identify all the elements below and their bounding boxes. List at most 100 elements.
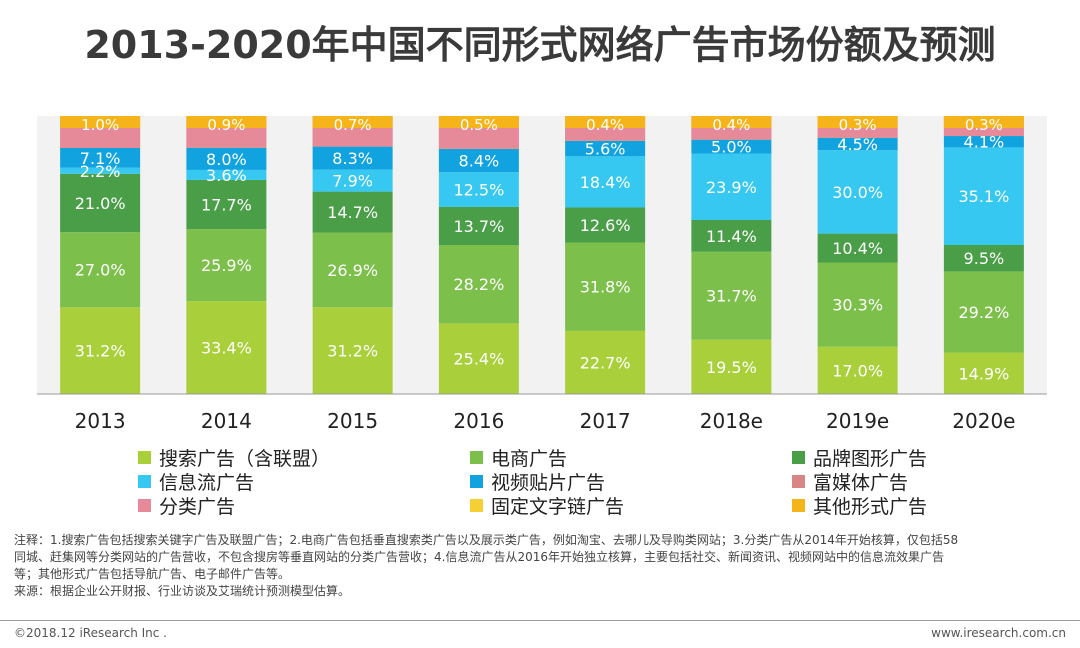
data-label: 0.3%: [839, 116, 877, 134]
bar-segment-other: [691, 116, 772, 128]
legend-item: 分类广告: [138, 492, 235, 519]
x-tick-label: 2017: [580, 409, 631, 433]
data-label: 30.0%: [832, 183, 883, 202]
bar-segment-minor: [312, 128, 393, 147]
bar-segment-minor: [691, 128, 772, 140]
bar-segment: [186, 169, 267, 180]
data-label: 1.0%: [81, 116, 119, 134]
bar-segment: [691, 139, 772, 154]
legend-item: 富媒体广告: [792, 468, 908, 495]
legend-label: 分类广告: [159, 496, 236, 518]
bar-segment-other: [186, 116, 267, 128]
bar-segment: [438, 244, 519, 324]
data-label: 9.5%: [964, 249, 1005, 268]
legend-item: 电商广告: [470, 444, 567, 471]
bar-segment-minor: [438, 128, 519, 149]
data-label: 10.4%: [832, 239, 883, 258]
bar-segment: [438, 172, 519, 207]
data-label: 33.4%: [201, 339, 252, 358]
legend-swatch: [138, 475, 151, 488]
legend-label: 信息流广告: [159, 472, 255, 494]
bar-segment-minor: [943, 128, 1024, 137]
data-label: 35.1%: [958, 187, 1009, 206]
legend-item: 其他形式广告: [792, 492, 927, 519]
bar-segment: [60, 307, 141, 394]
legend-label: 电商广告: [491, 448, 568, 470]
data-label: 0.7%: [334, 116, 372, 134]
legend-swatch: [470, 475, 483, 488]
data-label: 7.1%: [80, 149, 121, 168]
data-label: 29.2%: [958, 303, 1009, 322]
legend-swatch: [138, 451, 151, 464]
bar-segment: [817, 233, 898, 263]
footer-copyright: ©2018.12 iResearch Inc .: [14, 626, 167, 640]
bar-segment: [186, 147, 267, 170]
bar-segment: [565, 156, 646, 208]
data-label: 2.2%: [80, 162, 121, 181]
data-label: 22.7%: [580, 353, 631, 372]
x-tick-label: 2020e: [952, 409, 1015, 433]
data-label: 8.3%: [332, 149, 373, 168]
note-line-1: 注释：1.搜索广告包括搜索关键字广告及联盟广告；2.电商广告包括垂直搜索类广告以…: [14, 533, 959, 547]
bar-segment: [817, 150, 898, 234]
legend-swatch: [470, 451, 483, 464]
data-label: 27.0%: [75, 261, 126, 280]
data-label: 5.0%: [711, 138, 752, 157]
legend-label: 固定文字链广告: [491, 496, 625, 518]
data-label: 28.2%: [453, 275, 504, 294]
x-tick-label: 2013: [75, 409, 126, 433]
data-label: 30.3%: [832, 296, 883, 315]
legend-label: 其他形式广告: [813, 496, 928, 518]
legend-label: 搜索广告（含联盟）: [159, 448, 331, 470]
legend-label: 视频贴片广告: [491, 472, 606, 494]
data-label: 4.1%: [964, 133, 1005, 152]
bar-segment: [312, 191, 393, 233]
legend-item: 品牌图形广告: [792, 444, 927, 471]
source-line: 来源：根据企业公开财报、行业访谈及艾瑞统计预测模型估算。: [14, 584, 351, 598]
bar-segment: [186, 179, 267, 230]
bar-segment-minor: [817, 128, 898, 138]
legend-swatch: [792, 475, 805, 488]
data-label: 0.4%: [712, 116, 750, 134]
bar-segment: [438, 323, 519, 394]
bar-segment: [817, 137, 898, 151]
data-label: 5.6%: [585, 140, 626, 159]
bar-segment-minor: [186, 128, 267, 148]
x-tick-label: 2018e: [700, 409, 763, 433]
data-label: 8.4%: [459, 151, 500, 170]
bar-segment: [817, 346, 898, 394]
bar-segment: [60, 167, 141, 174]
legend-label: 品牌图形广告: [813, 448, 928, 470]
data-label: 14.9%: [958, 364, 1009, 383]
x-tick-label: 2014: [201, 409, 252, 433]
data-label: 31.8%: [580, 278, 631, 297]
bar-segment: [438, 148, 519, 173]
bar-segment: [565, 242, 646, 331]
bar-segment-other: [312, 116, 393, 128]
legend-label: 富媒体广告: [813, 472, 909, 494]
x-tick-label: 2019e: [826, 409, 889, 433]
data-label: 8.0%: [206, 150, 247, 169]
chart-title: 2013-2020年中国不同形式网络广告市场份额及预测: [84, 23, 996, 67]
note-line-2: 同城、赶集网等分类网站的广告营收，不包含搜房等垂直网站的分类广告营收；4.信息流…: [14, 550, 944, 564]
bar-segment-other: [565, 116, 646, 128]
bar-segment: [312, 169, 393, 192]
note-line-3: 等；其他形式广告包括导航广告、电子邮件广告等。: [14, 567, 291, 581]
data-label: 31.7%: [706, 287, 757, 306]
bar-segment: [943, 271, 1024, 353]
data-label: 25.4%: [453, 350, 504, 369]
bar-segment: [691, 219, 772, 252]
data-label: 17.7%: [201, 196, 252, 215]
bar-segment-minor: [565, 128, 646, 141]
data-label: 19.5%: [706, 358, 757, 377]
bar-segment: [565, 207, 646, 243]
data-label: 14.7%: [327, 203, 378, 222]
data-label: 26.9%: [327, 261, 378, 280]
bar-segment: [312, 232, 393, 308]
data-label: 13.7%: [453, 217, 504, 236]
data-label: 0.3%: [965, 116, 1003, 134]
data-label: 31.2%: [327, 342, 378, 361]
data-label: 31.2%: [75, 342, 126, 361]
data-label: 11.4%: [706, 227, 757, 246]
